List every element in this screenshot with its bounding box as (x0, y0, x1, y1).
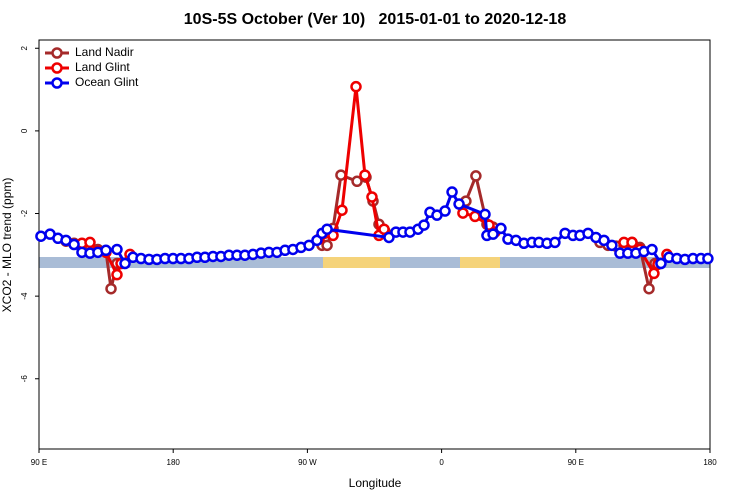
land-patch (460, 257, 500, 268)
point (655, 257, 667, 270)
point (35, 230, 47, 242)
plot-frame (38, 39, 711, 450)
point (351, 175, 363, 188)
point (457, 207, 469, 219)
point (646, 243, 658, 256)
legend-marker (51, 47, 63, 59)
y-tick-label: 0 (20, 128, 29, 133)
point (479, 208, 491, 221)
point (111, 268, 123, 281)
x-tick-label: 90 W (298, 458, 317, 467)
point (643, 282, 655, 295)
chart-title: 10S-5S October (Ver 10) 2015-01-01 to 20… (184, 11, 567, 28)
point (321, 239, 333, 252)
point (418, 219, 430, 231)
point (702, 252, 714, 265)
point (469, 210, 481, 223)
point (303, 239, 315, 252)
point (366, 191, 378, 203)
legend-label: Ocean Glint (75, 75, 139, 89)
point (359, 169, 371, 181)
land-patch (323, 257, 390, 268)
point (378, 223, 390, 235)
point (648, 267, 660, 280)
x-tick-label: 90 E (568, 458, 584, 467)
legend-label: Land Nadir (75, 45, 134, 59)
point (598, 234, 610, 247)
point (626, 236, 638, 249)
y-tick-label: -2 (20, 209, 29, 217)
point (549, 236, 561, 249)
point (68, 238, 80, 251)
point (495, 222, 507, 235)
point (487, 228, 499, 240)
series-line (81, 86, 669, 279)
x-tick-label: 180 (167, 458, 181, 467)
point (336, 204, 348, 216)
point (321, 223, 333, 235)
x-tick-label: 0 (439, 458, 444, 467)
legend-marker (51, 77, 63, 89)
legend-marker (51, 62, 63, 74)
point (100, 244, 112, 257)
point (606, 239, 618, 252)
point (446, 186, 458, 198)
point (350, 80, 362, 93)
point (335, 169, 347, 181)
y-axis-label: XCO2 - MLO trend (ppm) (0, 178, 14, 313)
point (105, 282, 117, 295)
point (119, 257, 131, 270)
point (84, 236, 96, 249)
point (111, 243, 123, 256)
y-tick-label: -4 (20, 292, 29, 300)
x-tick-label: 90 E (31, 458, 47, 467)
y-tick-label: -6 (20, 375, 29, 383)
x-axis-label: Longitude (349, 476, 402, 490)
point (453, 198, 465, 210)
x-tick-label: 180 (703, 458, 717, 467)
point (439, 205, 451, 217)
legend-label: Land Glint (75, 60, 130, 74)
point (470, 170, 482, 182)
y-tick-label: 2 (20, 45, 29, 50)
